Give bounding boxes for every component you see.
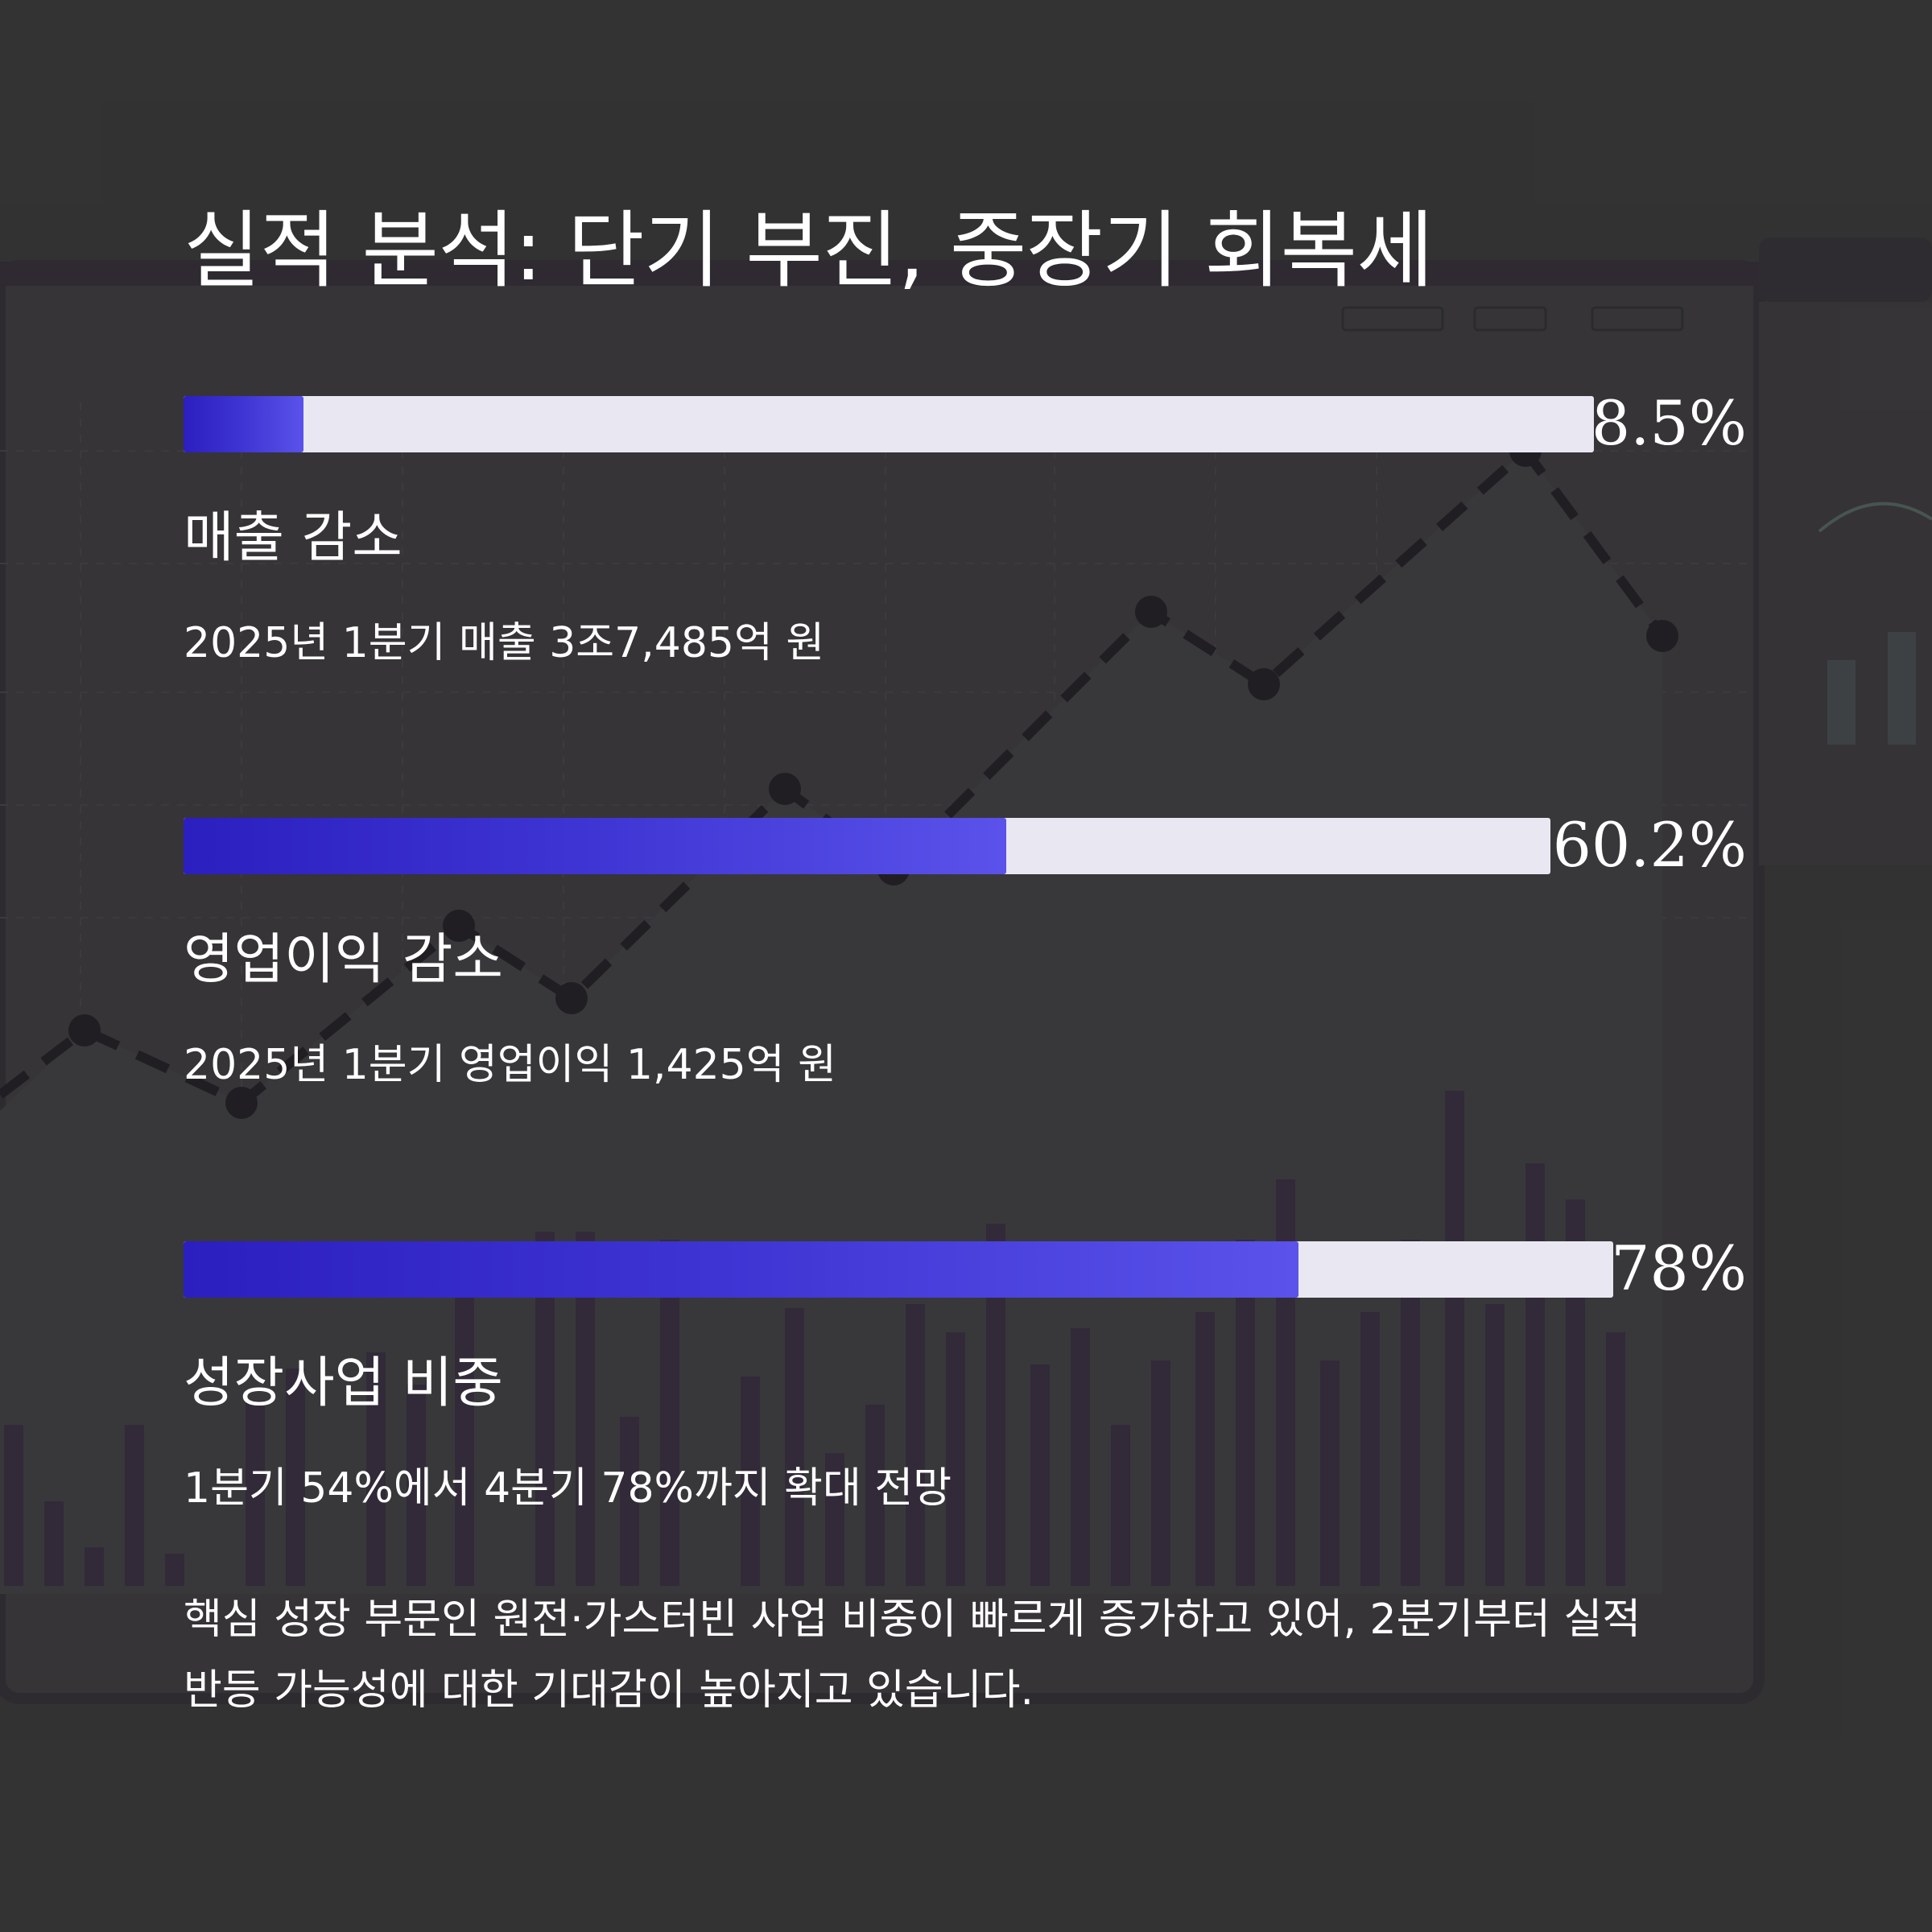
summary-paragraph: 핵심 성장 부문인 원전·가스터빈 사업 비중이 빠르게 증가하고 있어, 2분…	[184, 1584, 1761, 1726]
progress-fill-growth-share	[184, 1241, 1299, 1298]
percent-revenue: 8.5%	[1591, 387, 1747, 459]
metric-desc-operating-profit: 2025년 1분기 영업이익 1,425억 원	[184, 1041, 836, 1089]
summary-line-2: 반등 가능성에 대한 기대감이 높아지고 있습니다.	[184, 1666, 1034, 1715]
page-title: 실적 분석: 단기 부진, 중장기 회복세	[184, 201, 1434, 299]
summary-line-1: 핵심 성장 부문인 원전·가스터빈 사업 비중이 빠르게 증가하고 있어, 2분…	[184, 1596, 1641, 1644]
metric-label-operating-profit: 영업이익 감소	[184, 928, 503, 992]
metric-label-growth-share: 성장사업 비중	[184, 1352, 503, 1415]
percent-growth-share: 78%	[1611, 1232, 1747, 1304]
progress-bar-operating-profit	[184, 818, 1550, 874]
percent-operating-profit: 60.2%	[1552, 809, 1747, 881]
metric-desc-revenue: 2025년 1분기 매출 3조7,485억 원	[184, 619, 825, 667]
metric-label-revenue: 매출 감소	[184, 506, 402, 570]
progress-fill-operating-profit	[184, 818, 1007, 874]
metric-desc-growth-share: 1분기 54%에서 4분기 78%까지 확대 전망	[184, 1464, 952, 1513]
progress-fill-revenue	[184, 396, 303, 452]
progress-bar-revenue	[184, 396, 1594, 452]
progress-bar-growth-share	[184, 1241, 1613, 1298]
